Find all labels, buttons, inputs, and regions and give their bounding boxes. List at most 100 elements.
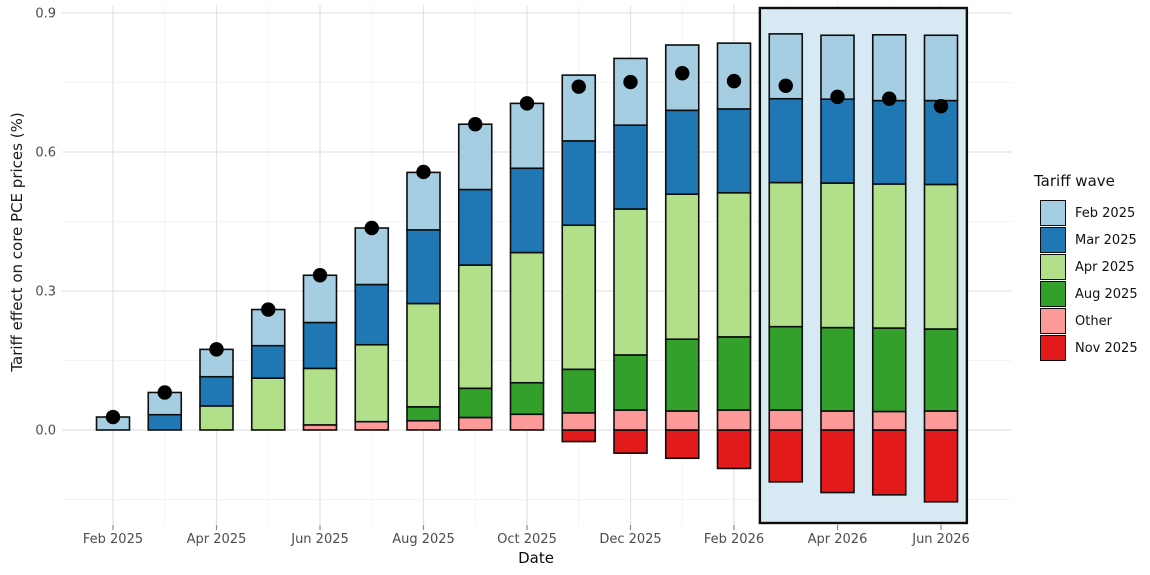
legend: Tariff wave Feb 2025 Mar 2025 Apr 2025 Aug … <box>1034 172 1138 362</box>
net-effect-dot <box>623 74 638 90</box>
bar-segment-aug-2025 <box>457 387 493 419</box>
legend-swatch-icon <box>1040 280 1066 307</box>
bar-segment-feb-2025 <box>406 171 441 231</box>
net-effect-dot <box>209 342 224 357</box>
x-tick-label: Apr 2025 <box>187 532 247 547</box>
x-tick-label: Oct 2025 <box>497 532 557 547</box>
bar-segment-mar-2025 <box>302 321 338 370</box>
x-tick-label: Apr 2026 <box>808 532 868 547</box>
bar-segment-other <box>871 410 907 431</box>
bar-segment-feb-2025 <box>509 102 545 170</box>
bar-segment-apr-2025 <box>250 377 286 431</box>
net-effect-dot <box>675 66 690 81</box>
bar-segment-feb-2025 <box>613 57 648 126</box>
bar-segment-other <box>509 413 545 431</box>
legend-items: Feb 2025 Mar 2025 Apr 2025 Aug 2025 Other Nov… <box>1034 199 1138 362</box>
net-effect-dot <box>157 385 172 400</box>
bar-segment-feb-2025 <box>871 34 907 102</box>
net-effect-dot <box>882 91 897 106</box>
x-tick-label: Jun 2025 <box>290 532 349 547</box>
bar-segment-apr-2025 <box>199 405 234 431</box>
bar-segment-aug-2025 <box>509 381 545 416</box>
bar-segment-mar-2025 <box>509 167 545 254</box>
x-tick-label: Feb 2026 <box>704 532 764 547</box>
legend-label: Apr 2025 <box>1075 260 1135 275</box>
bar-segment-apr-2025 <box>354 343 390 423</box>
net-effect-dot <box>571 79 586 94</box>
y-tick-label: 0.6 <box>35 146 56 161</box>
net-effect-dot <box>416 164 431 180</box>
bar-segment-nov-2025 <box>768 429 804 483</box>
legend-label: Feb 2025 <box>1075 206 1136 221</box>
bar-segment-mar-2025 <box>820 98 855 184</box>
legend-item: Apr 2025 <box>1040 253 1138 281</box>
bar-segment-aug-2025 <box>820 326 855 412</box>
y-tick-label: 0.0 <box>35 424 56 439</box>
bar-segment-aug-2025 <box>613 354 648 411</box>
bar-segment-other <box>561 412 597 431</box>
x-axis-title: Date <box>518 549 554 567</box>
legend-swatch-icon <box>1040 253 1066 280</box>
bar-segment-nov-2025 <box>664 429 700 460</box>
bar-segment-apr-2025 <box>820 182 855 329</box>
bar-segment-apr-2025 <box>613 208 648 356</box>
bar-segment-apr-2025 <box>664 193 700 340</box>
bar-segment-feb-2025 <box>820 34 855 101</box>
bar-segment-mar-2025 <box>613 124 648 210</box>
bar-segment-mar-2025 <box>561 140 597 227</box>
legend-label: Mar 2025 <box>1075 233 1137 248</box>
bar-segment-aug-2025 <box>406 406 441 422</box>
y-tick-label: 0.9 <box>35 7 56 22</box>
bar-segment-mar-2025 <box>250 344 286 379</box>
x-tick-label: Jun 2026 <box>911 532 970 547</box>
x-tick-label: Aug 2025 <box>392 532 455 547</box>
bar-segment-mar-2025 <box>664 109 700 195</box>
legend-item: Other <box>1040 307 1138 335</box>
bar-segment-nov-2025 <box>716 429 752 470</box>
legend-item: Nov 2025 <box>1040 334 1138 362</box>
legend-swatch-icon <box>1040 226 1066 253</box>
net-effect-dot <box>778 78 793 93</box>
net-effect-dot <box>933 98 949 114</box>
net-effect-dot <box>726 73 742 89</box>
bar-segment-other <box>923 410 959 431</box>
legend-label: Other <box>1075 314 1112 329</box>
legend-swatch-icon <box>1040 334 1066 361</box>
bar-segment-apr-2025 <box>923 183 959 330</box>
net-effect-dot <box>468 117 483 132</box>
bar-segment-apr-2025 <box>509 251 545 384</box>
legend-swatch-icon <box>1040 307 1066 334</box>
bar-segment-apr-2025 <box>406 302 441 408</box>
bar-segment-mar-2025 <box>871 99 907 185</box>
bar-segment-aug-2025 <box>768 325 804 411</box>
net-effect-dot <box>519 96 535 111</box>
net-effect-dot <box>830 89 845 105</box>
bar-segment-apr-2025 <box>302 367 338 426</box>
bar-segment-aug-2025 <box>716 336 752 411</box>
y-tick-label: 0.3 <box>35 285 56 300</box>
bar-segment-mar-2025 <box>716 108 752 194</box>
bar-segment-mar-2025 <box>199 375 234 407</box>
net-effect-dot <box>312 268 328 283</box>
legend-item: Aug 2025 <box>1040 280 1138 308</box>
net-effect-dot <box>261 302 276 317</box>
net-effect-dot <box>105 409 121 425</box>
bar-segment-feb-2025 <box>664 44 700 112</box>
y-axis-title: Tariff effect on core PCE prices (%) <box>8 112 26 372</box>
bar-segment-nov-2025 <box>561 429 597 443</box>
bar-segment-other <box>354 420 390 431</box>
bar-segment-apr-2025 <box>768 181 804 328</box>
legend-item: Feb 2025 <box>1040 199 1138 227</box>
legend-label: Aug 2025 <box>1075 287 1138 302</box>
bar-segment-other <box>664 410 700 431</box>
legend-item: Mar 2025 <box>1040 226 1138 254</box>
bar-segment-feb-2025 <box>923 34 959 102</box>
bar-segment-other <box>457 416 493 431</box>
bar-segment-aug-2025 <box>561 368 597 414</box>
bar-segment-feb-2025 <box>354 227 390 286</box>
bar-segment-other <box>613 409 648 431</box>
legend-title: Tariff wave <box>1034 172 1115 190</box>
bar-segment-apr-2025 <box>716 191 752 338</box>
